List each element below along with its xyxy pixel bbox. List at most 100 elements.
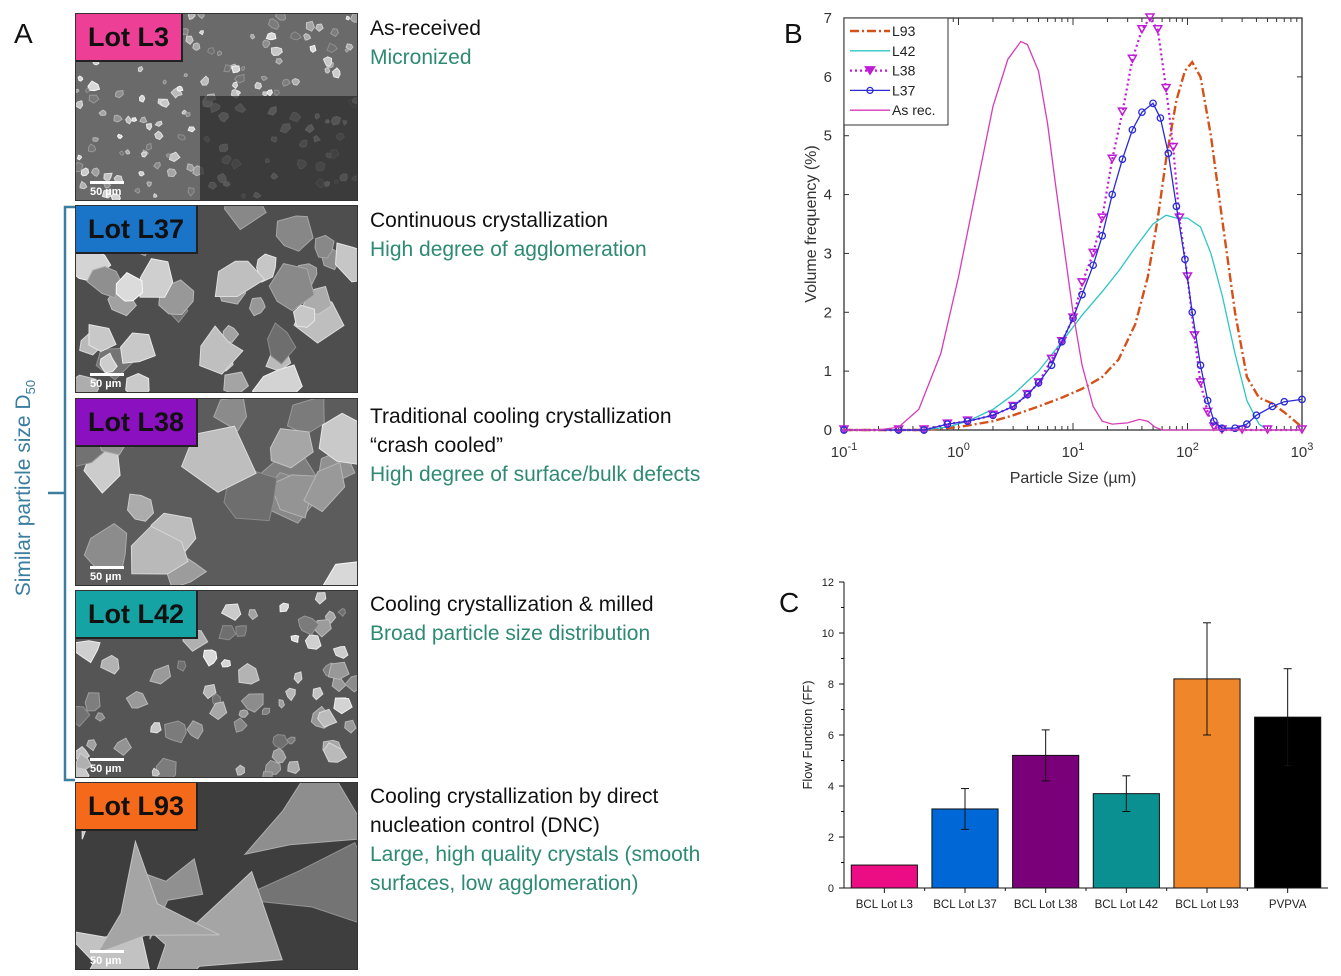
x-tick-label: BCL Lot L37: [933, 899, 997, 911]
description-note-line: High degree of surface/bulk defects: [370, 463, 701, 486]
lot-label: Lot L3: [76, 14, 183, 62]
x-tick-label: 10-1: [831, 441, 857, 461]
panel-c-letter: C: [779, 587, 800, 618]
data-point: [1136, 25, 1148, 35]
data-point: [1268, 402, 1277, 411]
y-tick-label: 1: [824, 363, 832, 380]
data-point: [943, 420, 952, 428]
legend-label: L93: [892, 23, 916, 39]
data-point: [1167, 142, 1179, 152]
y-tick-label: 6: [824, 69, 832, 86]
data-point: [1127, 54, 1138, 64]
series-line-as-rec-: [844, 40, 1302, 431]
data-point: [1231, 424, 1239, 433]
data-point: [1181, 255, 1189, 264]
legend-label: L37: [892, 82, 916, 98]
x-tick-label: BCL Lot L93: [1175, 899, 1239, 911]
data-point: [1007, 401, 1019, 411]
data-point: [1098, 231, 1107, 240]
data-point: [1117, 107, 1128, 117]
x-axis-label: Particle Size (µm): [1010, 470, 1137, 487]
data-point: [1164, 149, 1173, 158]
data-point: [1087, 248, 1099, 258]
data-point: [1196, 361, 1205, 370]
data-point: [1089, 261, 1098, 270]
legend-marker: [864, 66, 876, 76]
data-point: [1174, 213, 1185, 223]
series-line-l37: [844, 102, 1303, 431]
scale-bar-label: 50 µm: [90, 763, 122, 775]
y-tick-label: 8: [828, 679, 834, 691]
scale-bar: [90, 566, 124, 569]
data-point: [1056, 336, 1068, 347]
legend-marker: [866, 86, 874, 95]
data-point: [1202, 407, 1213, 417]
legend-label: L42: [892, 43, 916, 59]
data-point: [1172, 202, 1181, 211]
d50-bracket: [48, 205, 75, 782]
data-point: [1033, 378, 1044, 388]
scale-bar-label: 50 µm: [90, 186, 122, 198]
scale-bar-label: 50 µm: [90, 571, 122, 583]
y-tick-label: 4: [828, 781, 834, 793]
y-tick-label: 0: [828, 883, 834, 895]
data-point: [1138, 108, 1146, 117]
x-tick-label: BCL Lot L42: [1095, 899, 1159, 911]
lot-description: Cooling crystallization by direct nucleat…: [370, 782, 700, 898]
scale-bar: [90, 181, 124, 184]
scale-bar: [90, 950, 124, 953]
lot-description: As-received Micronized: [370, 14, 481, 72]
lot-description: Continuous crystallization High degree of…: [370, 206, 647, 264]
scale-bar-label: 50 µm: [90, 378, 122, 390]
y-axis-label: Volume frequency (%): [803, 145, 820, 302]
description-title-line: As-received: [370, 17, 481, 40]
data-point: [1047, 361, 1056, 370]
description-title-line: Cooling crystallization & milled: [370, 593, 654, 616]
x-tick-label: BCL Lot L3: [856, 899, 913, 911]
data-point: [1149, 99, 1157, 108]
data-point: [1106, 154, 1118, 164]
description-title-line: Cooling crystallization by direct: [370, 785, 659, 808]
sem-image-lot-l42: Lot L42 50 µm: [75, 590, 358, 778]
data-point: [1218, 424, 1226, 433]
data-point: [1034, 379, 1043, 387]
description-note-line: Large, high quality crystals (smooth: [370, 843, 701, 866]
y-tick-label: 12: [822, 577, 834, 589]
data-point: [1128, 125, 1137, 134]
y-tick-label: 5: [824, 128, 832, 145]
sem-image-lot-l3: Lot L3 50 µm: [75, 13, 358, 201]
data-point: [1046, 354, 1057, 364]
data-point: [1152, 25, 1164, 35]
y-tick-label: 4: [824, 187, 832, 204]
data-point: [920, 426, 928, 434]
sem-image-lot-l37: Lot L37 50 µm: [75, 205, 358, 393]
data-point: [1023, 390, 1032, 399]
x-tick-label: 103: [1291, 441, 1314, 461]
data-point: [1208, 422, 1220, 432]
description-note-line: Micronized: [370, 46, 472, 69]
y-tick-label: 2: [828, 832, 834, 844]
x-tick-label: BCL Lot L38: [1014, 899, 1078, 911]
lot-description: Traditional cooling crystallization “cras…: [370, 402, 700, 489]
data-point: [1203, 396, 1212, 405]
data-point: [1182, 272, 1193, 282]
y-tick-label: 10: [822, 628, 834, 640]
data-point: [1280, 397, 1289, 406]
data-point: [1108, 190, 1117, 199]
y-tick-label: 6: [828, 730, 834, 742]
lot-label: Lot L42: [76, 591, 199, 639]
data-point: [1298, 395, 1306, 404]
data-point: [1058, 337, 1066, 346]
chart-particle-size-distribution: 0 1 2 3 4 5 6 7 10-1 100 101 102 103 Particle Size (µ…: [803, 10, 1314, 487]
sem-image-lot-l38: Lot L38 50 µm: [75, 398, 358, 586]
data-point: [989, 411, 997, 420]
description-note-line: Broad particle size distribution: [370, 622, 651, 645]
data-point: [1252, 411, 1261, 420]
data-point: [1009, 402, 1017, 411]
description-note-line: surfaces, low agglomeration): [370, 872, 639, 895]
series-line-l93: [844, 59, 1303, 432]
data-point: [1096, 213, 1108, 223]
panel-b-letter: B: [784, 18, 803, 49]
y-axis-label: Flow Function (FF): [800, 680, 815, 789]
scale-bar: [90, 758, 124, 761]
